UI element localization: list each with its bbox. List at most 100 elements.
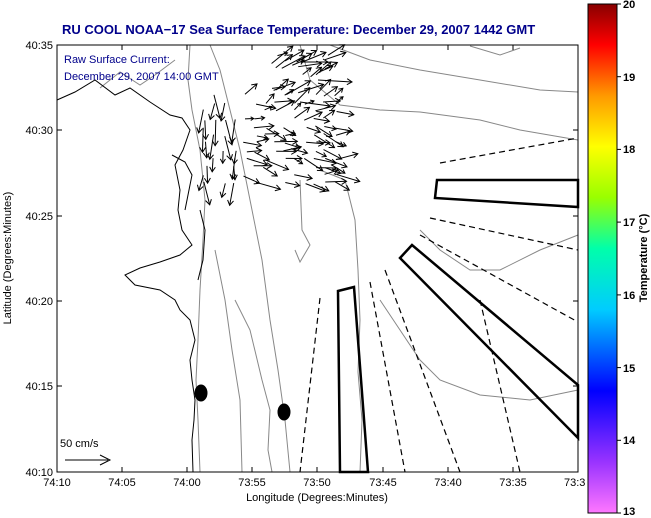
current-vector-head bbox=[297, 102, 302, 107]
current-vector-head bbox=[298, 49, 305, 56]
current-vector-head bbox=[310, 50, 318, 56]
current-vector-head bbox=[344, 129, 352, 136]
current-vector bbox=[209, 134, 215, 160]
current-vector-head bbox=[304, 86, 311, 94]
current-vector bbox=[204, 120, 207, 140]
x-tick-label: 73:50 bbox=[303, 477, 331, 489]
colorbar-tick-label: 13 bbox=[623, 506, 635, 518]
current-vector bbox=[275, 54, 293, 69]
vector-scale: 50 cm/s bbox=[60, 438, 112, 466]
current-vector bbox=[229, 182, 235, 206]
current-vector-head bbox=[352, 151, 359, 159]
current-vector bbox=[233, 166, 236, 180]
y-tick-label: 40:35 bbox=[25, 40, 53, 52]
colorbar-tick-label: 20 bbox=[623, 0, 635, 11]
current-vector-head bbox=[268, 122, 275, 130]
colorbar-tick-label: 14 bbox=[623, 435, 636, 447]
current-vector-head bbox=[306, 67, 312, 73]
scale-label: 50 cm/s bbox=[60, 438, 99, 450]
current-vector bbox=[256, 138, 269, 143]
current-vector bbox=[325, 167, 341, 174]
current-vector-head bbox=[331, 125, 338, 132]
current-vector bbox=[214, 119, 217, 146]
current-vector-head bbox=[271, 170, 279, 177]
current-vector bbox=[286, 80, 311, 95]
current-vector-head bbox=[299, 55, 306, 62]
current-vector bbox=[275, 100, 295, 112]
current-vector bbox=[264, 159, 289, 171]
current-vector bbox=[231, 119, 236, 143]
current-vector bbox=[324, 52, 347, 61]
current-caption-line2: December 29, 2007 14:00 GMT bbox=[64, 71, 219, 83]
current-vector bbox=[323, 133, 344, 148]
colorbar-tick-label: 18 bbox=[623, 144, 635, 156]
current-vector-head bbox=[209, 166, 216, 173]
current-vector-head bbox=[340, 169, 346, 174]
current-vector-head bbox=[322, 58, 329, 66]
current-vector bbox=[255, 103, 276, 109]
current-vector bbox=[294, 106, 310, 119]
current-vector-head bbox=[295, 144, 303, 152]
current-vector-head bbox=[329, 109, 336, 116]
shipping-lane-dashes bbox=[299, 137, 579, 473]
current-vector bbox=[335, 130, 351, 136]
current-vector bbox=[323, 86, 338, 97]
y-axis: 40:35 40:30 40:25 40:20 40:15 40:10 Lati… bbox=[2, 40, 578, 479]
current-vector bbox=[281, 55, 306, 69]
y-tick-label: 40:15 bbox=[25, 381, 53, 393]
current-vector bbox=[271, 45, 294, 64]
current-vector-head bbox=[283, 51, 289, 57]
current-vector-head bbox=[331, 86, 339, 93]
current-vector-head bbox=[260, 115, 266, 121]
current-vector-head bbox=[280, 134, 287, 141]
current-vector-head bbox=[301, 148, 309, 156]
current-vector bbox=[254, 117, 265, 120]
current-vector bbox=[253, 125, 274, 129]
current-vector-head bbox=[286, 54, 294, 61]
current-vector-head bbox=[199, 146, 207, 154]
current-vector bbox=[294, 174, 313, 179]
current-vector-head bbox=[315, 66, 323, 74]
current-vector bbox=[265, 93, 275, 104]
current-vector bbox=[220, 102, 226, 122]
colorbar-label: Temperature (°C) bbox=[638, 213, 650, 302]
current-vector-head bbox=[286, 45, 294, 52]
current-vector bbox=[317, 79, 353, 83]
current-vector-head bbox=[269, 103, 277, 111]
current-vector bbox=[336, 110, 354, 116]
x-tick-label: 73:35 bbox=[499, 477, 527, 489]
current-vector bbox=[298, 84, 324, 94]
current-vector bbox=[206, 165, 209, 184]
current-vector-head bbox=[331, 61, 339, 68]
current-vector-head bbox=[290, 147, 298, 155]
current-vector bbox=[336, 96, 344, 103]
current-vector bbox=[303, 158, 324, 172]
current-vector-head bbox=[339, 96, 344, 101]
current-vector-head bbox=[256, 147, 263, 155]
current-vector-head bbox=[348, 110, 355, 118]
current-vector bbox=[224, 135, 232, 160]
current-vector-head bbox=[196, 127, 203, 134]
current-vector-head bbox=[326, 64, 334, 72]
current-vector-head bbox=[298, 159, 304, 165]
current-vector bbox=[324, 169, 338, 175]
x-tick-label: 73:40 bbox=[434, 477, 462, 489]
current-vector-head bbox=[303, 106, 311, 113]
temperature-colorbar: 20 19 18 17 16 15 14 13 Temperature (°C) bbox=[587, 0, 650, 518]
current-vector-head bbox=[266, 162, 273, 170]
current-vector-head bbox=[229, 136, 236, 144]
x-tick-label: 73:45 bbox=[369, 477, 397, 489]
current-vector-head bbox=[341, 162, 348, 169]
current-vector bbox=[201, 127, 204, 153]
current-vector-head bbox=[218, 115, 226, 122]
current-vector bbox=[325, 157, 348, 168]
current-vector bbox=[334, 181, 350, 191]
current-vector-head bbox=[332, 168, 339, 175]
current-vector-head bbox=[208, 113, 215, 121]
surface-current-vectors bbox=[196, 44, 361, 207]
current-vector-head bbox=[219, 158, 226, 165]
colorbar-tick-label: 19 bbox=[623, 72, 635, 84]
colorbar-tick-label: 15 bbox=[623, 363, 635, 375]
current-vector bbox=[243, 141, 262, 147]
buoy-marker bbox=[277, 403, 291, 421]
